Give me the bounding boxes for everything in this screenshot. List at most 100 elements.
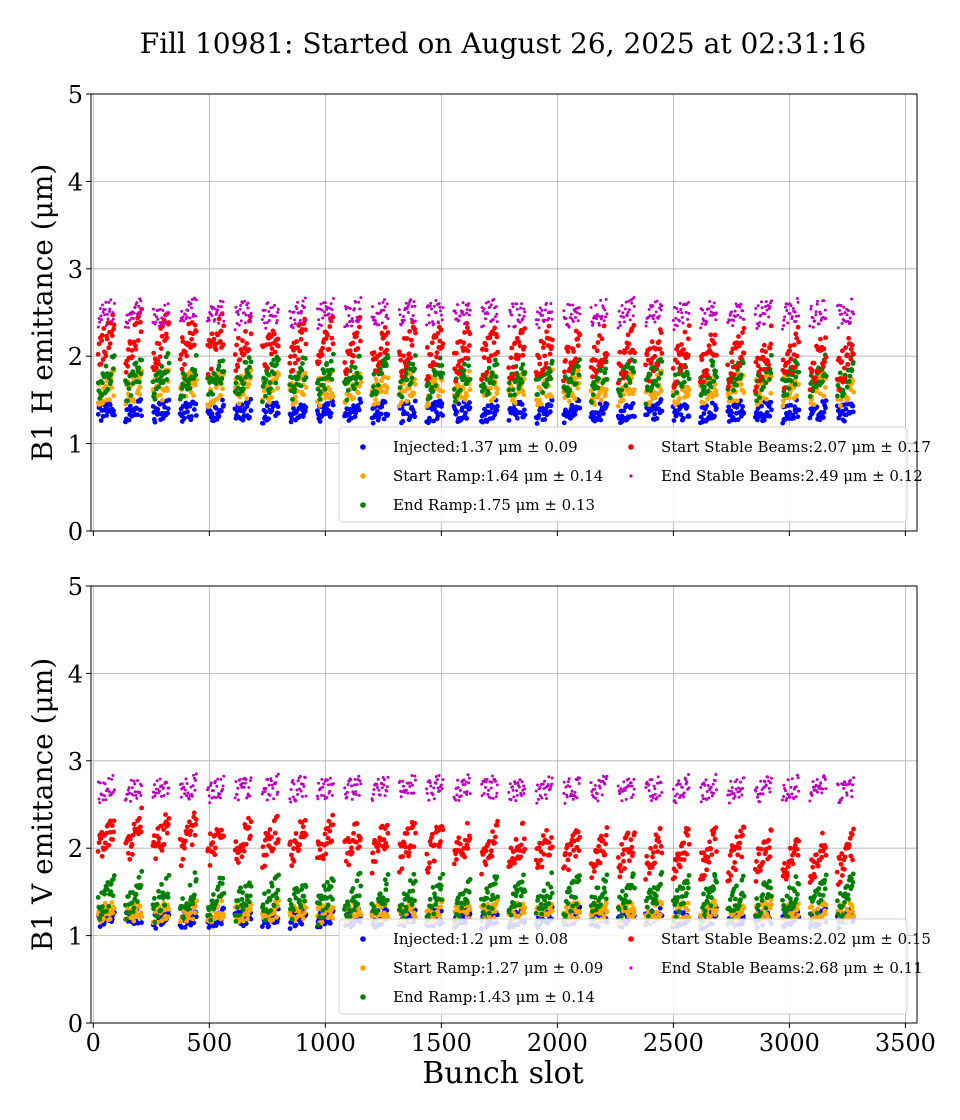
point <box>494 305 498 309</box>
point <box>700 322 704 326</box>
point <box>839 359 845 365</box>
point <box>850 409 856 415</box>
point <box>850 297 854 301</box>
point <box>618 323 622 327</box>
point <box>814 313 818 317</box>
point <box>481 355 487 360</box>
point <box>165 351 171 356</box>
point <box>847 309 851 313</box>
point <box>601 913 607 919</box>
point <box>461 340 467 346</box>
point <box>632 350 637 356</box>
point <box>644 320 648 324</box>
point <box>619 387 625 393</box>
point <box>787 343 793 349</box>
point <box>352 414 358 420</box>
point <box>491 380 497 385</box>
point <box>247 414 252 420</box>
point <box>807 387 813 393</box>
point <box>383 305 387 309</box>
point <box>192 870 198 876</box>
point <box>491 340 497 346</box>
point <box>186 381 191 387</box>
point <box>577 357 582 362</box>
point <box>457 319 461 323</box>
point <box>456 371 462 376</box>
point <box>735 417 741 423</box>
point <box>240 386 246 392</box>
point <box>166 360 172 366</box>
point <box>544 301 548 305</box>
point <box>238 885 244 891</box>
point <box>573 356 579 362</box>
point <box>373 376 379 382</box>
point <box>351 319 355 323</box>
point <box>265 365 270 371</box>
point <box>701 379 707 385</box>
point <box>848 316 852 320</box>
point <box>158 346 164 351</box>
point <box>574 316 578 320</box>
point <box>458 314 462 318</box>
point <box>406 385 412 391</box>
point <box>404 301 408 305</box>
point <box>427 321 431 325</box>
point <box>131 399 137 405</box>
point <box>324 360 330 366</box>
point <box>813 319 817 323</box>
y-tick-label: 4 <box>68 168 83 196</box>
point <box>108 307 112 311</box>
point <box>823 335 828 341</box>
y-tick-label: 0 <box>68 518 83 546</box>
point <box>711 378 717 384</box>
point <box>107 402 113 408</box>
point <box>594 303 598 307</box>
point <box>154 901 160 907</box>
point <box>631 369 636 375</box>
point <box>320 345 326 351</box>
point <box>618 393 623 398</box>
point <box>625 314 629 318</box>
point <box>439 401 445 406</box>
point <box>287 897 293 903</box>
point <box>506 365 512 371</box>
point <box>411 410 417 415</box>
point <box>323 411 328 417</box>
point <box>400 368 406 374</box>
point <box>541 313 545 317</box>
point <box>685 907 691 913</box>
point <box>465 307 469 311</box>
point <box>382 298 386 302</box>
point <box>482 307 486 311</box>
point <box>403 371 409 376</box>
point <box>457 387 463 393</box>
point <box>789 304 793 308</box>
point <box>851 913 857 919</box>
point <box>219 898 225 904</box>
point <box>248 316 252 320</box>
point <box>823 911 828 917</box>
point <box>440 388 445 394</box>
point <box>712 912 718 917</box>
point <box>110 910 116 916</box>
point <box>759 313 763 317</box>
point <box>217 321 221 325</box>
point <box>517 313 521 317</box>
point <box>763 349 768 355</box>
point <box>220 386 225 392</box>
point <box>125 347 131 352</box>
point <box>111 322 117 328</box>
point <box>139 914 145 920</box>
point <box>328 884 334 890</box>
point <box>479 389 485 394</box>
point <box>263 409 269 415</box>
point <box>194 314 198 318</box>
point <box>398 399 404 405</box>
point <box>679 308 683 312</box>
point <box>238 307 242 311</box>
point <box>158 392 163 398</box>
point <box>811 316 815 320</box>
point <box>192 892 197 898</box>
point <box>317 901 323 906</box>
point <box>359 296 363 300</box>
